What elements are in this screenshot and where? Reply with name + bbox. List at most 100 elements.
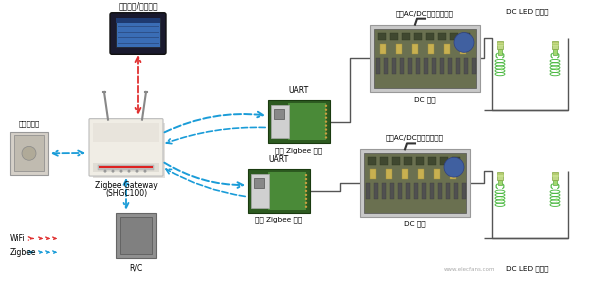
- Bar: [444, 45, 450, 54]
- FancyBboxPatch shape: [89, 119, 163, 176]
- Bar: [392, 58, 396, 74]
- Circle shape: [444, 157, 464, 177]
- Circle shape: [104, 170, 107, 173]
- Bar: [116, 213, 156, 258]
- Bar: [288, 103, 326, 140]
- Bar: [432, 58, 436, 74]
- Circle shape: [305, 186, 307, 188]
- Bar: [386, 169, 392, 179]
- Bar: [382, 183, 386, 199]
- Text: 村田AC/DC电源驱动模块: 村田AC/DC电源驱动模块: [386, 135, 444, 142]
- Text: 平板电脑/智能手机: 平板电脑/智能手机: [118, 2, 158, 11]
- Bar: [552, 44, 558, 49]
- Bar: [414, 183, 418, 199]
- Bar: [402, 32, 410, 40]
- Bar: [414, 32, 422, 40]
- Text: Zigbee Gateway: Zigbee Gateway: [95, 181, 157, 190]
- Circle shape: [143, 170, 146, 173]
- Bar: [552, 174, 558, 180]
- Bar: [438, 32, 446, 40]
- Bar: [498, 49, 502, 54]
- Bar: [396, 45, 402, 54]
- Circle shape: [305, 198, 307, 200]
- Bar: [380, 45, 386, 54]
- Circle shape: [305, 182, 307, 184]
- Bar: [416, 58, 420, 74]
- Ellipse shape: [501, 67, 503, 71]
- Bar: [268, 172, 306, 210]
- Bar: [384, 58, 388, 74]
- Bar: [98, 165, 154, 170]
- Bar: [430, 183, 434, 199]
- Bar: [428, 45, 434, 54]
- Text: (SHGC100): (SHGC100): [105, 189, 147, 198]
- Bar: [370, 169, 376, 179]
- Bar: [446, 183, 450, 199]
- Bar: [120, 217, 152, 254]
- Circle shape: [325, 109, 327, 111]
- Bar: [10, 131, 48, 175]
- Circle shape: [325, 105, 327, 107]
- Bar: [424, 58, 428, 74]
- Bar: [497, 44, 503, 49]
- Bar: [404, 157, 412, 165]
- Circle shape: [111, 170, 114, 173]
- Text: DC LED 球泡灯: DC LED 球泡灯: [506, 265, 548, 272]
- Text: 村田 Zigbee 模块: 村田 Zigbee 模块: [275, 147, 323, 154]
- Bar: [390, 183, 394, 199]
- Circle shape: [136, 170, 139, 173]
- Bar: [552, 172, 558, 174]
- Bar: [460, 45, 466, 54]
- Bar: [14, 135, 44, 171]
- Circle shape: [325, 124, 327, 127]
- Bar: [402, 169, 408, 179]
- Bar: [426, 32, 434, 40]
- Bar: [452, 157, 460, 165]
- Text: www.elecfans.com: www.elecfans.com: [444, 267, 496, 272]
- Bar: [374, 28, 476, 88]
- Circle shape: [325, 116, 327, 119]
- Bar: [274, 109, 284, 119]
- Bar: [450, 169, 456, 179]
- Bar: [378, 32, 386, 40]
- Circle shape: [305, 206, 307, 208]
- Bar: [412, 45, 418, 54]
- Bar: [498, 180, 502, 185]
- Circle shape: [305, 174, 307, 176]
- Ellipse shape: [555, 197, 558, 202]
- Bar: [370, 25, 480, 92]
- Text: DC 供电: DC 供电: [414, 96, 436, 102]
- Bar: [456, 58, 460, 74]
- Text: DC LED 球泡灯: DC LED 球泡灯: [506, 9, 548, 16]
- FancyBboxPatch shape: [110, 13, 166, 54]
- Bar: [392, 157, 400, 165]
- Circle shape: [325, 132, 327, 135]
- Bar: [254, 178, 264, 188]
- Bar: [454, 183, 458, 199]
- Bar: [374, 183, 378, 199]
- Ellipse shape: [501, 197, 503, 202]
- Bar: [408, 58, 412, 74]
- Bar: [366, 183, 370, 199]
- Circle shape: [325, 113, 327, 115]
- Bar: [438, 183, 442, 199]
- Circle shape: [305, 202, 307, 204]
- Bar: [380, 157, 388, 165]
- Bar: [251, 174, 269, 208]
- Bar: [398, 183, 402, 199]
- Bar: [472, 58, 476, 74]
- Bar: [376, 58, 380, 74]
- Bar: [462, 183, 466, 199]
- Bar: [390, 32, 398, 40]
- Bar: [450, 32, 458, 40]
- Bar: [440, 157, 448, 165]
- Bar: [422, 183, 426, 199]
- Circle shape: [305, 178, 307, 180]
- Bar: [93, 123, 159, 142]
- Text: Zigbee: Zigbee: [10, 248, 37, 257]
- Bar: [268, 100, 330, 144]
- Bar: [448, 58, 452, 74]
- Bar: [464, 58, 468, 74]
- Text: R/C: R/C: [130, 263, 143, 272]
- Bar: [497, 41, 503, 44]
